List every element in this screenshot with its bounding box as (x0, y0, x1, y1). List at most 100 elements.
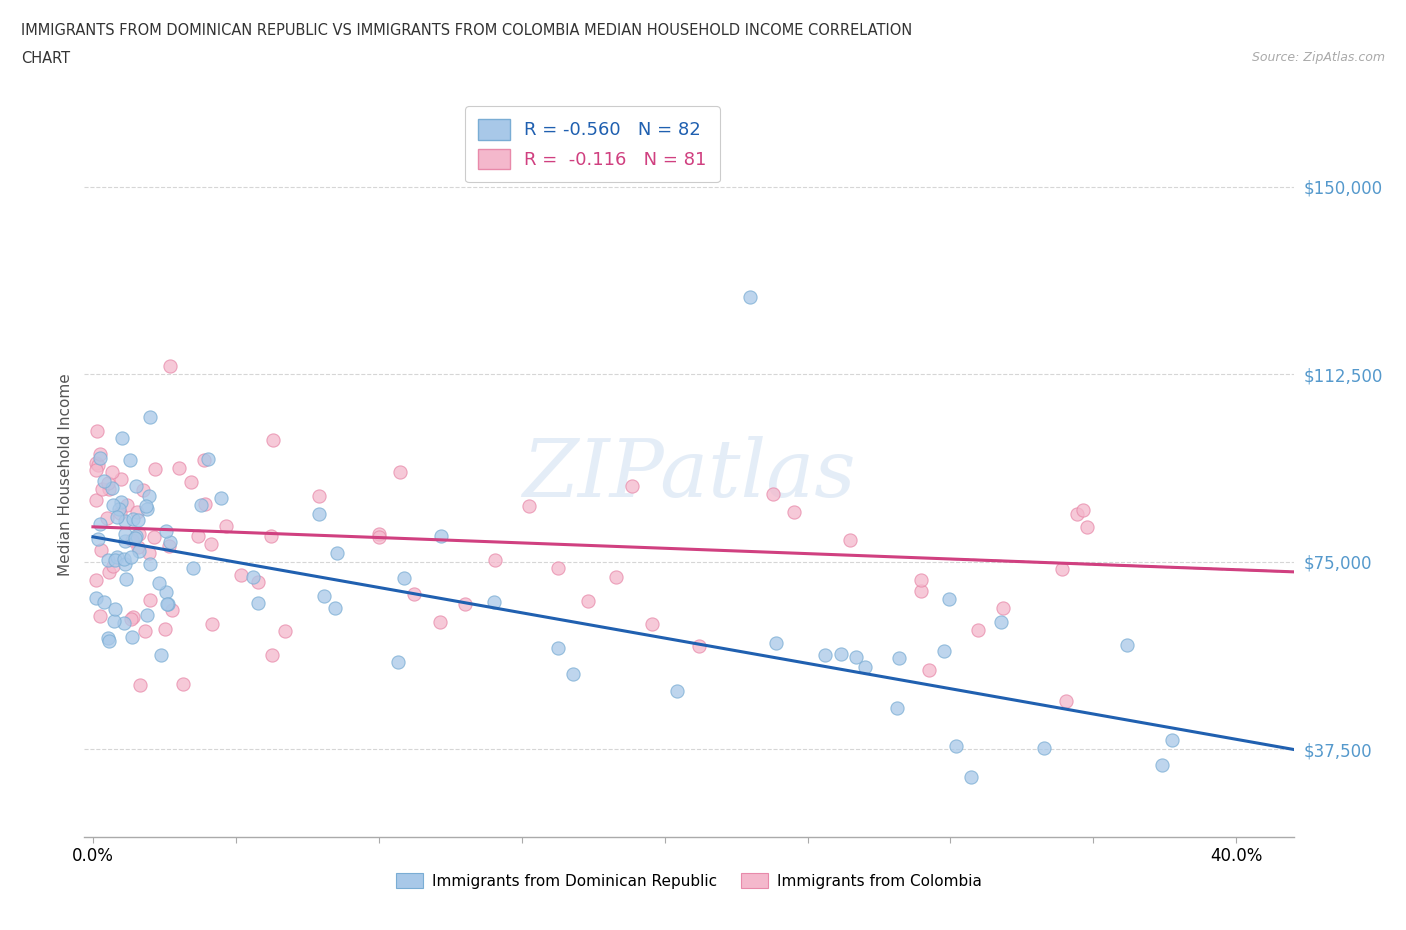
Point (86, 423, 108, 438)
Point (101, 559, 124, 574)
Point (120, 550, 142, 565)
Point (121, 630, 143, 644)
Point (917, 662, 939, 677)
Y-axis label: Median Household Income: Median Household Income (58, 373, 73, 576)
Point (153, 621, 176, 636)
Point (157, 538, 180, 553)
Point (124, 531, 146, 546)
Point (121, 533, 143, 548)
Text: CHART: CHART (21, 51, 70, 66)
Point (98, 481, 121, 496)
Point (201, 617, 224, 631)
Point (260, 528, 283, 543)
Point (194, 497, 217, 512)
Point (482, 594, 505, 609)
Point (484, 552, 506, 567)
Point (87, 532, 110, 547)
Point (215, 519, 238, 534)
Point (159, 535, 181, 550)
Point (120, 611, 142, 626)
Point (932, 644, 955, 658)
Point (111, 431, 134, 445)
Point (142, 529, 165, 544)
Point (889, 650, 911, 665)
Point (517, 498, 540, 513)
Point (181, 561, 204, 576)
Text: IMMIGRANTS FROM DOMINICAN REPUBLIC VS IMMIGRANTS FROM COLOMBIA MEDIAN HOUSEHOLD : IMMIGRANTS FROM DOMINICAN REPUBLIC VS IM… (21, 23, 912, 38)
Point (388, 465, 411, 480)
Point (454, 596, 477, 611)
Point (1161, 733, 1184, 748)
Point (89, 608, 111, 623)
Point (1115, 638, 1137, 653)
Point (115, 572, 138, 587)
Point (167, 460, 190, 475)
Point (172, 677, 194, 692)
Point (114, 526, 136, 541)
Point (967, 623, 990, 638)
Point (93, 595, 115, 610)
Point (993, 601, 1015, 616)
Point (127, 512, 149, 527)
Legend: Immigrants from Dominican Republic, Immigrants from Colombia: Immigrants from Dominican Republic, Immi… (389, 867, 988, 895)
Point (1066, 507, 1088, 522)
Point (783, 504, 806, 519)
Point (1150, 758, 1173, 773)
Point (89, 446, 111, 461)
Point (139, 409, 162, 424)
Point (308, 488, 330, 503)
Point (104, 602, 127, 617)
Point (945, 738, 967, 753)
Point (138, 488, 160, 503)
Point (262, 433, 284, 448)
Point (605, 570, 627, 585)
Point (135, 498, 157, 513)
Point (197, 452, 219, 467)
Text: Source: ZipAtlas.com: Source: ZipAtlas.com (1251, 51, 1385, 64)
Point (160, 602, 183, 617)
Point (128, 678, 150, 693)
Text: ZIPatlas: ZIPatlas (522, 435, 856, 513)
Point (127, 539, 149, 554)
Point (90, 542, 112, 557)
Point (367, 526, 389, 541)
Point (107, 502, 129, 517)
Point (98, 633, 121, 648)
Point (125, 478, 148, 493)
Point (101, 465, 124, 480)
Point (404, 587, 426, 602)
Point (187, 528, 209, 543)
Point (105, 550, 128, 565)
Point (830, 646, 852, 661)
Point (814, 647, 837, 662)
Point (103, 614, 125, 629)
Point (128, 527, 150, 542)
Point (853, 660, 876, 675)
Point (562, 666, 585, 681)
Point (910, 572, 932, 587)
Point (104, 552, 127, 567)
Point (367, 530, 389, 545)
Point (762, 487, 785, 502)
Point (845, 649, 868, 664)
Point (148, 576, 170, 591)
Point (838, 533, 860, 548)
Point (127, 504, 149, 519)
Point (86, 462, 108, 477)
Point (326, 545, 349, 560)
Point (138, 545, 160, 560)
Point (89, 517, 111, 532)
Point (740, 289, 762, 304)
Point (209, 490, 232, 505)
Point (84, 492, 107, 507)
Point (84, 573, 107, 588)
Point (98, 565, 121, 579)
Point (120, 453, 142, 468)
Point (641, 617, 664, 631)
Point (86, 591, 108, 605)
Point (159, 358, 181, 373)
Point (110, 494, 132, 509)
Point (97, 631, 120, 645)
Point (91, 482, 114, 497)
Point (1054, 694, 1077, 709)
